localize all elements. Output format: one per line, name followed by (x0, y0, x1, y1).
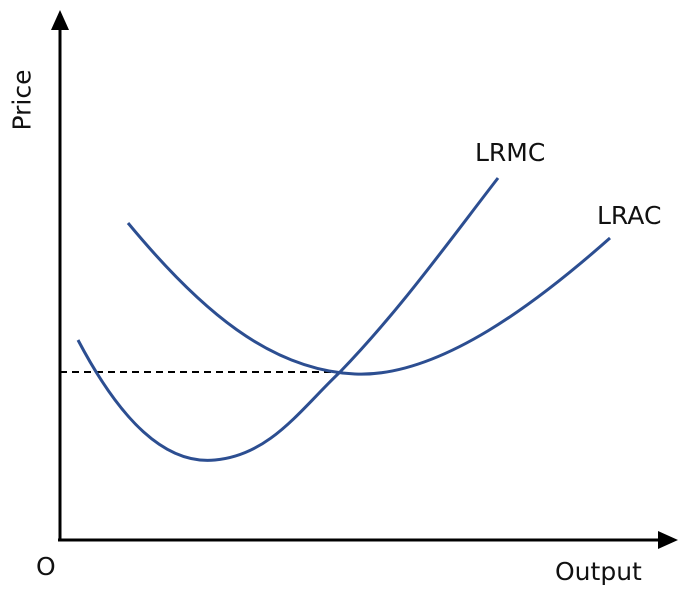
lrmc-label: LRMC (475, 138, 546, 167)
x-axis-label: Output (555, 557, 642, 586)
origin-label: O (36, 552, 56, 581)
y-axis-label: Price (7, 69, 37, 131)
lrmc-curve (76, 177, 500, 462)
lrac-curve (126, 222, 611, 376)
lrac-label: LRAC (597, 201, 662, 230)
x-axis-arrow-icon (658, 531, 678, 549)
y-axis-arrow-icon (51, 10, 69, 30)
